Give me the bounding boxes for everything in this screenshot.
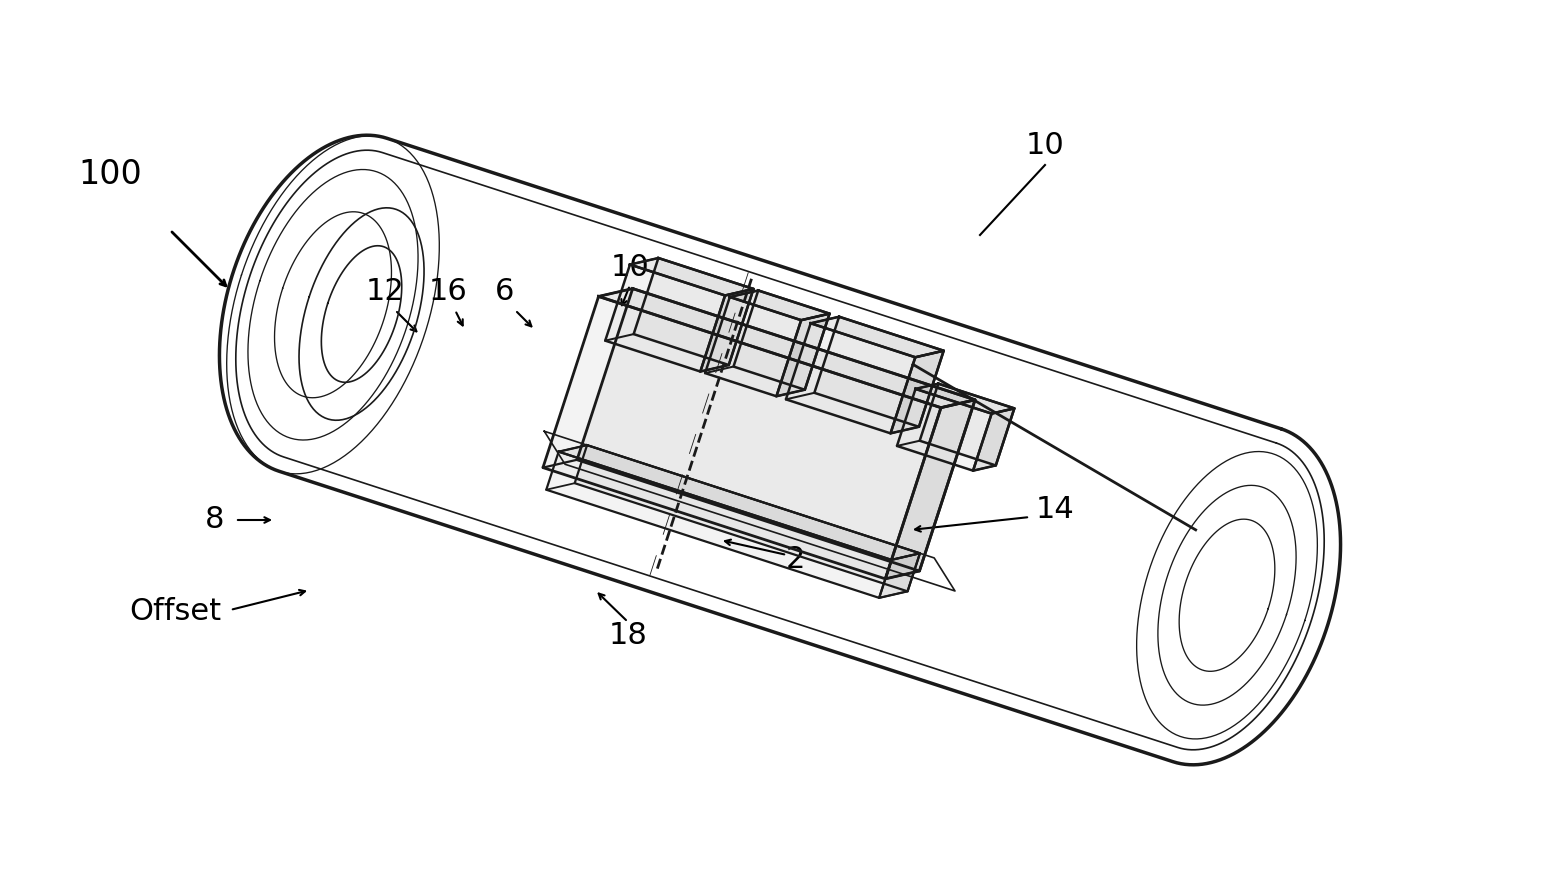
Polygon shape	[880, 553, 920, 598]
Polygon shape	[886, 400, 974, 579]
Polygon shape	[815, 317, 943, 427]
Text: 18: 18	[609, 621, 647, 650]
Polygon shape	[730, 290, 830, 320]
Text: Offset: Offset	[129, 597, 222, 626]
Polygon shape	[559, 446, 920, 560]
Polygon shape	[630, 258, 753, 296]
Polygon shape	[734, 290, 830, 389]
Polygon shape	[897, 389, 991, 471]
Polygon shape	[575, 446, 920, 591]
Polygon shape	[634, 258, 753, 365]
Polygon shape	[776, 314, 830, 396]
Polygon shape	[547, 452, 892, 598]
Text: 12: 12	[366, 277, 404, 306]
Text: 8: 8	[206, 505, 225, 534]
Polygon shape	[598, 289, 974, 408]
Text: 100: 100	[77, 159, 143, 191]
Polygon shape	[544, 296, 940, 579]
Text: 16: 16	[429, 277, 468, 306]
Text: 10: 10	[1025, 131, 1064, 160]
Polygon shape	[578, 289, 974, 571]
Polygon shape	[915, 383, 1015, 414]
Text: 6: 6	[496, 277, 514, 306]
Polygon shape	[606, 265, 725, 372]
Polygon shape	[700, 289, 753, 372]
Polygon shape	[891, 351, 943, 433]
Polygon shape	[785, 324, 915, 433]
Polygon shape	[810, 317, 943, 357]
Polygon shape	[973, 409, 1015, 471]
Polygon shape	[920, 383, 1015, 466]
Text: 10: 10	[610, 253, 649, 282]
Polygon shape	[705, 297, 801, 396]
Text: 14: 14	[1036, 496, 1075, 524]
Text: 2: 2	[785, 545, 804, 574]
